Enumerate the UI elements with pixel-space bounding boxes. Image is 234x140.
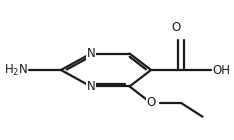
Text: H$_2$N: H$_2$N (4, 62, 28, 78)
Text: N: N (87, 47, 95, 60)
Text: N: N (87, 80, 95, 93)
Text: O: O (171, 21, 180, 34)
Text: OH: OH (212, 64, 230, 76)
Text: O: O (146, 96, 156, 109)
